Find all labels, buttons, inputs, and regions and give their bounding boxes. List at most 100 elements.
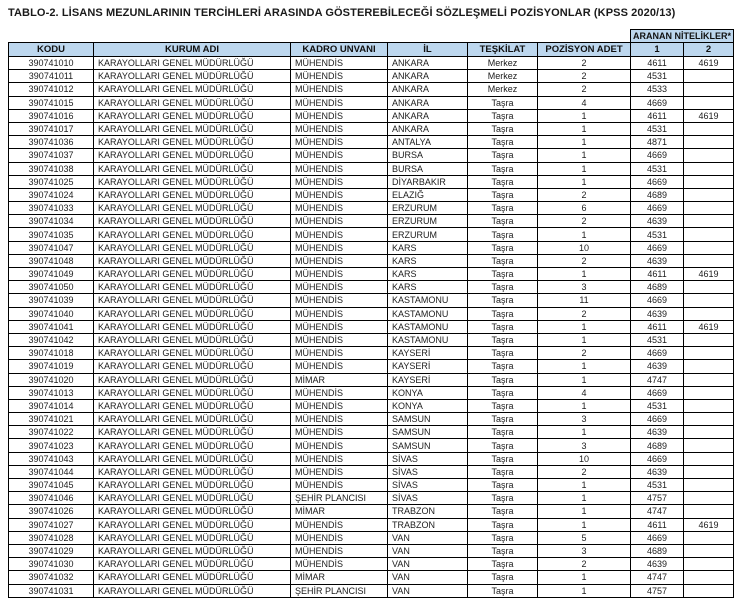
table-row: 390741034 KARAYOLLARI GENEL MÜDÜRLÜĞÜ MÜHE…	[8, 214, 735, 229]
cell-kodu: 390741013	[8, 385, 94, 400]
cell-pozisyon-adet: 10	[536, 451, 632, 466]
cell-nitelik-1: 4669	[630, 174, 685, 189]
cell-nitelik-1: 4669	[630, 201, 685, 216]
cell-kadro-unvani: MİMAR	[290, 372, 388, 387]
cell-kadro-unvani: MÜHENDİS	[290, 293, 388, 308]
cell-nitelik-1: 4669	[630, 412, 685, 427]
cell-kurum-adi: KARAYOLLARI GENEL MÜDÜRLÜĞÜ	[93, 266, 291, 282]
cell-kurum-adi: KARAYOLLARI GENEL MÜDÜRLÜĞÜ	[93, 82, 291, 97]
cell-il: ELAZIĞ	[387, 187, 468, 203]
cell-nitelik-1: 4611	[630, 266, 685, 282]
cell-kadro-unvani: MÜHENDİS	[290, 346, 388, 361]
page-title: TABLO-2. LİSANS MEZUNLARININ TERCİHLERİ …	[8, 7, 676, 19]
cell-teskilat: Taşra	[467, 359, 538, 374]
cell-kurum-adi: KARAYOLLARI GENEL MÜDÜRLÜĞÜ	[93, 372, 291, 387]
cell-pozisyon-adet: 3	[536, 438, 632, 453]
cell-kodu: 390741023	[8, 438, 94, 453]
cell-nitelik-2	[683, 438, 735, 453]
table-row: 390741023 KARAYOLLARI GENEL MÜDÜRLÜĞÜ MÜHE…	[8, 438, 735, 453]
cell-il: KARS	[387, 253, 468, 269]
cell-nitelik-2	[683, 214, 735, 229]
cell-nitelik-2	[683, 227, 735, 242]
table-header: ARANAN NİTELİKLER* KODU KURUM ADI KADRO …	[8, 29, 735, 57]
cell-nitelik-2	[683, 148, 735, 163]
cell-nitelik-2	[683, 280, 735, 295]
table-row: 390741042 KARAYOLLARI GENEL MÜDÜRLÜĞÜ MÜHE…	[8, 332, 735, 348]
cell-nitelik-2	[683, 477, 735, 493]
cell-kadro-unvani: MÜHENDİS	[290, 319, 388, 334]
column-header-il: İL	[387, 42, 468, 57]
cell-il: KAYSERİ	[387, 359, 468, 374]
cell-nitelik-1: 4871	[630, 135, 685, 150]
cell-il: SİVAS	[387, 464, 468, 480]
cell-kodu: 390741039	[8, 293, 94, 308]
cell-kurum-adi: KARAYOLLARI GENEL MÜDÜRLÜĞÜ	[93, 201, 291, 216]
cell-nitelik-2	[683, 332, 735, 348]
cell-kadro-unvani: MÜHENDİS	[290, 425, 388, 440]
cell-teskilat: Taşra	[467, 451, 538, 466]
cell-il: BURSA	[387, 148, 468, 163]
cell-pozisyon-adet: 1	[536, 477, 632, 493]
cell-il: ANKARA	[387, 82, 468, 97]
cell-pozisyon-adet: 3	[536, 412, 632, 427]
cell-nitelik-1: 4669	[630, 95, 685, 110]
cell-il: BURSA	[387, 161, 468, 176]
cell-kodu: 390741022	[8, 425, 94, 440]
cell-kadro-unvani: MİMAR	[290, 504, 388, 519]
cell-kadro-unvani: ŞEHİR PLANCISI	[290, 491, 388, 506]
cell-kurum-adi: KARAYOLLARI GENEL MÜDÜRLÜĞÜ	[93, 583, 291, 598]
cell-teskilat: Taşra	[467, 187, 538, 203]
cell-il: VAN	[387, 543, 468, 559]
cell-nitelik-1: 4689	[630, 438, 685, 453]
cell-kurum-adi: KARAYOLLARI GENEL MÜDÜRLÜĞÜ	[93, 332, 291, 348]
cell-pozisyon-adet: 5	[536, 530, 632, 545]
cell-kodu: 390741020	[8, 372, 94, 387]
cell-nitelik-1: 4689	[630, 543, 685, 559]
cell-kodu: 390741032	[8, 570, 94, 585]
cell-kodu: 390741048	[8, 253, 94, 269]
cell-teskilat: Taşra	[467, 530, 538, 545]
cell-pozisyon-adet: 1	[536, 398, 632, 414]
cell-kadro-unvani: MÜHENDİS	[290, 240, 388, 255]
cell-nitelik-1: 4639	[630, 557, 685, 572]
cell-nitelik-1: 4689	[630, 187, 685, 203]
cell-teskilat: Taşra	[467, 174, 538, 189]
cell-kadro-unvani: MÜHENDİS	[290, 121, 388, 137]
table-row: 390741037 KARAYOLLARI GENEL MÜDÜRLÜĞÜ MÜHE…	[8, 148, 735, 163]
cell-teskilat: Taşra	[467, 385, 538, 400]
cell-il: KASTAMONU	[387, 332, 468, 348]
cell-kadro-unvani: MÜHENDİS	[290, 266, 388, 282]
cell-nitelik-2	[683, 583, 735, 598]
cell-nitelik-2	[683, 201, 735, 216]
cell-il: ERZURUM	[387, 214, 468, 229]
cell-kadro-unvani: MÜHENDİS	[290, 412, 388, 427]
table-row: 390741041 KARAYOLLARI GENEL MÜDÜRLÜĞÜ MÜHE…	[8, 319, 735, 334]
cell-il: KASTAMONU	[387, 306, 468, 321]
cell-pozisyon-adet: 11	[536, 293, 632, 308]
cell-kodu: 390741038	[8, 161, 94, 176]
cell-kurum-adi: KARAYOLLARI GENEL MÜDÜRLÜĞÜ	[93, 293, 291, 308]
cell-kodu: 390741034	[8, 214, 94, 229]
cell-nitelik-2: 4619	[683, 108, 735, 123]
cell-il: KARS	[387, 280, 468, 295]
cell-pozisyon-adet: 1	[536, 372, 632, 387]
cell-nitelik-2	[683, 451, 735, 466]
cell-nitelik-2	[683, 95, 735, 110]
cell-nitelik-1: 4689	[630, 280, 685, 295]
cell-nitelik-1: 4669	[630, 385, 685, 400]
cell-il: KAYSERİ	[387, 372, 468, 387]
table-row: 390741021 KARAYOLLARI GENEL MÜDÜRLÜĞÜ MÜHE…	[8, 412, 735, 427]
cell-kodu: 390741050	[8, 280, 94, 295]
cell-teskilat: Taşra	[467, 108, 538, 123]
cell-kadro-unvani: MÜHENDİS	[290, 161, 388, 176]
cell-nitelik-2	[683, 491, 735, 506]
cell-teskilat: Taşra	[467, 557, 538, 572]
cell-teskilat: Taşra	[467, 464, 538, 480]
cell-kadro-unvani: MÜHENDİS	[290, 543, 388, 559]
cell-pozisyon-adet: 10	[536, 240, 632, 255]
cell-kadro-unvani: MÜHENDİS	[290, 148, 388, 163]
table-row: 390741044 KARAYOLLARI GENEL MÜDÜRLÜĞÜ MÜHE…	[8, 464, 735, 480]
cell-nitelik-2: 4619	[683, 55, 735, 71]
cell-pozisyon-adet: 1	[536, 332, 632, 348]
cell-pozisyon-adet: 3	[536, 280, 632, 295]
